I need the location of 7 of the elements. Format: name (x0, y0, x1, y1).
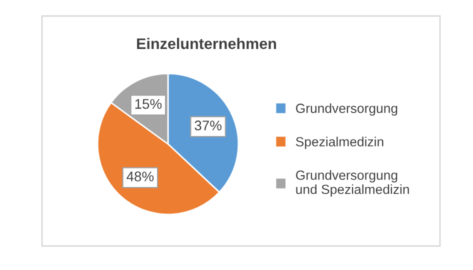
data-label: 15% (135, 99, 162, 109)
data-label: 48% (126, 172, 154, 182)
legend-label: Grundversorgung und Spezialmedizin (296, 170, 409, 197)
legend-label: Grundversorgung (296, 103, 398, 116)
legend-label: Spezialmedizin (296, 136, 384, 150)
chart-title: Einzelunternehmen (137, 38, 276, 50)
data-label: 37% (194, 120, 222, 130)
